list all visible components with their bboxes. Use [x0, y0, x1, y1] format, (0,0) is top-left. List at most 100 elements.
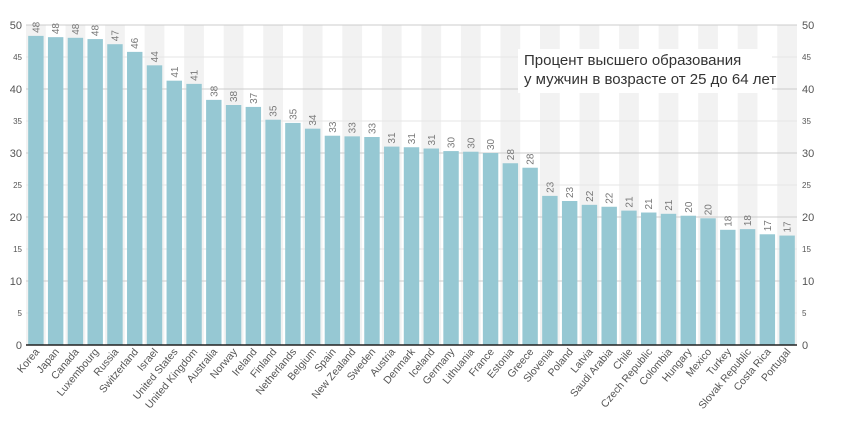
bar: [107, 44, 123, 345]
y-tick-label-left: 45: [13, 53, 22, 62]
y-tick-label-right: 25: [802, 181, 811, 190]
data-label: 30: [447, 137, 458, 149]
y-tick-label-right: 20: [802, 212, 814, 224]
data-label: 47: [110, 30, 121, 42]
data-label: 17: [763, 220, 774, 232]
bar: [166, 80, 182, 346]
y-tick-label-left: 30: [10, 148, 22, 160]
bar: [581, 204, 598, 345]
data-label: 30: [466, 137, 477, 149]
data-label: 23: [565, 186, 576, 198]
bar: [403, 147, 420, 345]
data-label: 21: [664, 199, 675, 211]
data-label: 46: [130, 37, 141, 49]
bar: [206, 99, 222, 345]
bar: [502, 163, 519, 345]
data-label: 20: [704, 204, 715, 216]
bar: [87, 39, 103, 345]
bar: [542, 195, 558, 345]
y-tick-label-right: 5: [802, 309, 807, 318]
data-label: 31: [407, 133, 418, 145]
y-tick-label-right: 45: [802, 53, 811, 62]
bar: [245, 106, 262, 345]
bar: [384, 146, 400, 345]
y-tick-label-right: 10: [802, 276, 814, 288]
data-label: 38: [209, 85, 220, 97]
bar: [482, 153, 499, 345]
data-label: 20: [684, 201, 695, 213]
data-label: 22: [605, 192, 616, 204]
y-tick-label-right: 40: [802, 84, 814, 96]
y-tick-label-right: 15: [802, 245, 811, 254]
data-label: 35: [269, 105, 280, 117]
data-label: 18: [723, 215, 734, 227]
data-label: 21: [624, 196, 635, 208]
data-label: 37: [249, 92, 260, 104]
annotation-line-2: у мужчин в возрасте от 25 до 64 лет: [524, 71, 777, 88]
y-tick-label-left: 50: [10, 20, 22, 32]
data-label: 21: [644, 198, 655, 210]
bar: [779, 235, 795, 345]
data-label: 38: [229, 90, 240, 102]
annotation-line-1: Процент высшего образования: [524, 52, 742, 69]
y-tick-label-right: 35: [802, 117, 811, 126]
bar: [285, 122, 301, 345]
data-label: 48: [91, 25, 102, 37]
data-label: 41: [190, 69, 201, 81]
bar: [700, 218, 716, 345]
data-label: 35: [288, 108, 299, 120]
bar: [423, 148, 439, 345]
bar: [146, 65, 163, 345]
data-label: 48: [51, 23, 62, 35]
bar: [364, 137, 380, 345]
y-tick-label-left: 35: [13, 117, 22, 126]
bar: [522, 167, 538, 345]
data-label: 30: [486, 138, 497, 150]
bar: [47, 37, 64, 345]
data-label: 33: [367, 122, 378, 134]
y-tick-label-left: 25: [13, 181, 22, 190]
data-label: 31: [427, 134, 438, 146]
data-label: 48: [31, 21, 42, 33]
bar: [127, 51, 143, 345]
bar: [660, 213, 677, 345]
y-tick-label-left: 15: [13, 245, 22, 254]
data-label: 31: [387, 132, 398, 144]
bar: [739, 229, 756, 345]
y-tick-label-left: 20: [10, 212, 22, 224]
bar: [265, 119, 281, 345]
data-label: 17: [783, 221, 794, 233]
data-label: 48: [71, 23, 82, 35]
bar: [680, 215, 696, 345]
data-label: 28: [506, 149, 517, 161]
chart-annotation: Процент высшего образования у мужчин в в…: [518, 49, 777, 93]
bar: [225, 105, 242, 345]
data-label: 34: [308, 114, 319, 126]
data-label: 22: [585, 190, 596, 202]
bar: [186, 83, 202, 345]
bar: [621, 210, 637, 345]
bar: [344, 136, 360, 345]
bar: [304, 128, 321, 345]
bar: [720, 229, 736, 345]
bar: [759, 234, 776, 345]
y-tick-label-right: 30: [802, 148, 814, 160]
bar: [641, 212, 657, 345]
data-label: 33: [348, 122, 359, 134]
bar: [463, 151, 479, 345]
y-tick-label-left: 0: [16, 340, 22, 352]
y-tick-label-left: 5: [18, 309, 23, 318]
bar: [601, 206, 617, 345]
y-tick-label-right: 50: [802, 20, 814, 32]
data-label: 18: [743, 215, 754, 227]
y-tick-label-left: 40: [10, 84, 22, 96]
data-label: 44: [150, 51, 161, 63]
data-label: 23: [545, 181, 556, 193]
data-label: 28: [526, 153, 537, 165]
data-label: 33: [328, 121, 339, 133]
bar: [28, 35, 44, 345]
bar: [561, 201, 578, 345]
y-tick-label-left: 10: [10, 276, 22, 288]
